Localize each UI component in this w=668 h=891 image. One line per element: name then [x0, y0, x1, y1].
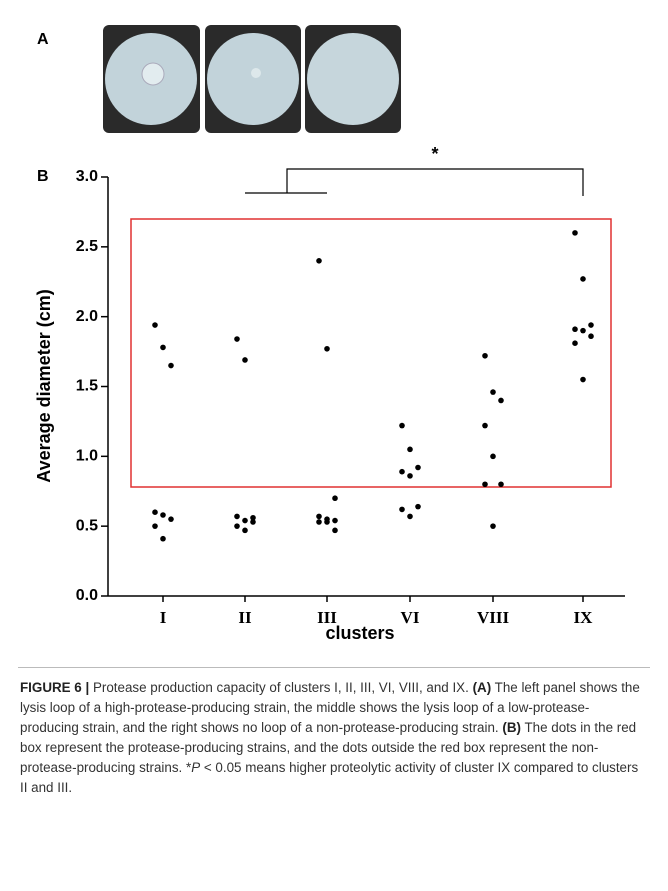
panel-label: B: [37, 168, 49, 185]
point: [572, 340, 578, 347]
point: [160, 344, 166, 351]
lysis-loop: [251, 68, 261, 78]
x-tick-label: I: [160, 608, 167, 627]
point: [572, 326, 578, 333]
point: [250, 514, 256, 521]
point: [234, 523, 240, 529]
point: [160, 535, 166, 542]
y-tick-label: 0.5: [76, 517, 98, 534]
x-axis-title: clusters: [325, 623, 394, 643]
point: [490, 389, 496, 395]
caption-italic: P: [191, 760, 201, 775]
point: [152, 523, 158, 529]
y-axis-title: Average diameter (cm): [34, 289, 54, 482]
point: [580, 327, 586, 334]
point: [324, 519, 330, 525]
point: [316, 513, 322, 520]
point: [332, 517, 338, 524]
caption-label: (A): [472, 680, 492, 695]
point: [490, 523, 496, 529]
point: [399, 506, 405, 513]
significance-bracket: [245, 168, 584, 196]
point: [316, 258, 322, 264]
point: [407, 513, 413, 520]
point: [580, 276, 586, 282]
point: [152, 322, 158, 328]
point: [588, 333, 594, 340]
point: [168, 362, 174, 369]
plate: [207, 33, 299, 125]
point: [415, 503, 421, 510]
point: [324, 345, 330, 352]
point: [332, 527, 338, 534]
x-tick-label: III: [317, 608, 337, 627]
y-tick-label: 2.0: [76, 308, 98, 325]
x-tick-label: IX: [574, 608, 594, 627]
plates: [103, 25, 401, 133]
y-tick-label: 2.5: [76, 238, 98, 255]
significance-mark: *: [431, 144, 438, 164]
point: [482, 352, 488, 359]
y-tick-label: 3.0: [76, 168, 98, 185]
y-tick-label: 0.0: [76, 587, 98, 604]
point: [234, 513, 240, 520]
figure: A B Average diameter (cm) clusters * 0.0…: [34, 25, 625, 643]
point: [415, 464, 421, 471]
point: [152, 509, 158, 515]
point: [490, 453, 496, 460]
y-tick-label: 1.5: [76, 378, 98, 395]
figure-label: FIGURE 6 |: [20, 680, 90, 695]
caption-text: The dots in the red box represent the pr…: [20, 720, 637, 775]
point: [399, 422, 405, 429]
caption-text: Protease production capacity of clusters…: [92, 680, 469, 695]
lysis-loop: [141, 62, 165, 86]
point: [407, 473, 413, 479]
caption: FIGURE 6 | Protease production capacity …: [20, 678, 648, 798]
point: [407, 446, 413, 453]
point: [572, 230, 578, 236]
point: [242, 517, 248, 524]
x-tick-label: II: [238, 608, 252, 627]
plate: [307, 33, 399, 125]
point: [498, 397, 504, 404]
y-tick-label: 1.0: [76, 448, 98, 465]
highlight-box: [130, 218, 612, 488]
point: [234, 336, 240, 342]
point: [498, 481, 504, 488]
x-tick-label: VIII: [477, 608, 510, 627]
point: [580, 376, 586, 383]
point: [242, 527, 248, 534]
point: [160, 512, 166, 518]
caption-text: < 0.05 means higher proteolytic activity…: [20, 760, 639, 795]
panel-label: A: [37, 31, 49, 48]
point: [242, 357, 248, 363]
point: [399, 468, 405, 475]
point: [168, 516, 174, 522]
caption-rule: [18, 667, 650, 668]
point: [332, 495, 338, 502]
caption-label: (B): [502, 720, 521, 735]
point: [482, 481, 488, 488]
point: [316, 519, 322, 525]
point: [482, 422, 488, 429]
x-tick-label: VI: [401, 608, 420, 627]
point: [250, 519, 256, 525]
point: [588, 322, 594, 328]
caption-text: The left panel shows the lysis loop of a…: [20, 680, 640, 735]
